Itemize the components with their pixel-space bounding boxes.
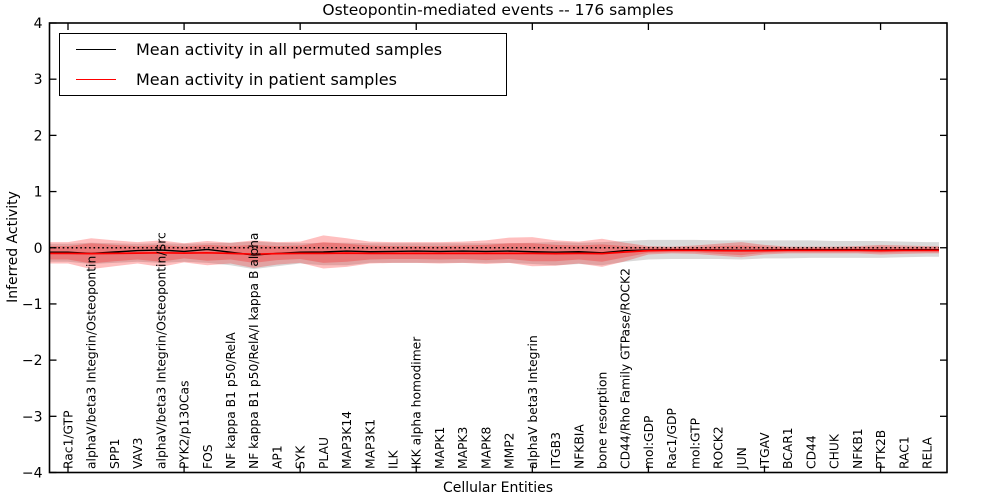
x-category-label: alphaV/beta3 Integrin/Osteopontin <box>85 256 99 469</box>
legend-item-label: Mean activity in all permuted samples <box>136 40 443 60</box>
x-category-label: PLAU <box>317 437 331 469</box>
x-category-label: NFKB1 <box>851 428 865 469</box>
x-category-label: MMP2 <box>503 433 517 469</box>
x-category-label: MAPK8 <box>479 427 493 469</box>
y-tick-label: 2 <box>34 128 43 144</box>
legend-item-patient: Mean activity in patient samples <box>60 66 506 93</box>
band-permuted-sample-range <box>49 239 939 270</box>
chart-title: Osteopontin-mediated events -- 176 sampl… <box>322 1 674 19</box>
band-patient-sample-range-outer <box>49 235 939 270</box>
x-axis-label: Cellular Entities <box>442 480 554 496</box>
x-category-label: mol:GDP <box>642 416 656 469</box>
x-category-label: BCAR1 <box>781 427 795 469</box>
x-category-label: bone resorption <box>595 372 609 469</box>
x-category-label: NFKBIA <box>572 424 586 469</box>
x-category-label: MAPK1 <box>433 427 447 469</box>
x-category-label: ROCK2 <box>712 426 726 469</box>
y-tick-label: −2 <box>22 353 43 369</box>
y-tick-label: 1 <box>34 185 43 201</box>
x-category-label: alphaV beta3 Integrin <box>526 335 540 469</box>
x-category-label: FOS <box>201 444 215 469</box>
x-category-label: RAC1 <box>897 436 911 469</box>
x-category-label: CD44 <box>804 435 818 469</box>
x-category-label: VAV3 <box>131 438 145 470</box>
y-tick-label: −4 <box>22 466 43 482</box>
x-category-label: AP1 <box>270 445 284 469</box>
x-category-label: SYK <box>294 445 308 469</box>
x-category-label: RELA <box>921 437 935 469</box>
y-tick-label: −1 <box>22 297 43 313</box>
legend-item-label: Mean activity in patient samples <box>136 69 397 89</box>
x-category-label: SPP1 <box>108 439 122 469</box>
x-category-label: ITGAV <box>758 432 772 469</box>
x-category-label: IKK alpha homodimer <box>410 336 424 469</box>
x-category-label: PTK2B <box>874 430 888 469</box>
x-category-label: CHUK <box>828 433 842 469</box>
x-category-label: alphaV/beta3 Integrin/Osteopontin/Src <box>154 232 168 469</box>
x-category-label: NF kappa B1 p50/RelA/I kappa B alpha <box>247 233 261 469</box>
patient-mean-line <box>49 249 939 256</box>
y-tick-label: 3 <box>34 72 43 88</box>
x-category-label: mol:GTP <box>688 418 702 469</box>
y-tick-label: 0 <box>34 241 43 257</box>
x-category-label: JUN <box>735 447 749 470</box>
legend-swatch-line <box>76 78 116 80</box>
x-category-label: PYK2/p130Cas <box>178 381 192 470</box>
y-axis-label: Inferred Activity <box>5 191 21 303</box>
x-category-label: Rac1/GDP <box>665 408 679 469</box>
legend: Mean activity in all permuted samples Me… <box>59 33 507 96</box>
x-category-label: MAP3K1 <box>363 419 377 469</box>
x-category-label: MAPK3 <box>456 427 470 469</box>
x-category-label: CD44/Rho Family GTPase/ROCK2 <box>619 268 633 469</box>
y-tick-label: 4 <box>34 16 43 32</box>
x-category-label: NF kappa B1 p50/RelA <box>224 332 238 469</box>
x-category-label: ITGB3 <box>549 432 563 469</box>
x-category-label: ILK <box>387 450 401 469</box>
legend-item-permuted: Mean activity in all permuted samples <box>60 36 506 63</box>
y-tick-label: −3 <box>22 409 43 425</box>
x-category-label: MAP3K14 <box>340 411 354 469</box>
x-category-label: Rac1/GTP <box>62 410 76 469</box>
legend-swatch-line <box>76 49 116 51</box>
